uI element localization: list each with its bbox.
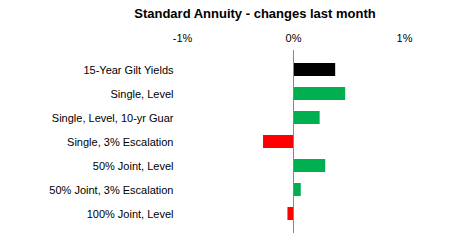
- svg-text:100% Joint, Level: 100% Joint, Level: [87, 208, 174, 220]
- svg-text:0%: 0%: [286, 32, 302, 44]
- svg-text:50% Joint, 3% Escalation: 50% Joint, 3% Escalation: [49, 184, 173, 196]
- svg-text:-1%: -1%: [173, 32, 193, 44]
- svg-text:1%: 1%: [397, 32, 413, 44]
- svg-text:15-Year Gilt Yields: 15-Year Gilt Yields: [83, 64, 174, 76]
- html-text:Standard Annuity - changes las: Standard Annuity - changes last month: [134, 6, 376, 21]
- svg-text:Single, Level, 10-yr Guar: Single, Level, 10-yr Guar: [52, 112, 174, 124]
- svg-text:50% Joint, Level: 50% Joint, Level: [93, 160, 174, 172]
- svg-text:Single, Level: Single, Level: [111, 88, 174, 100]
- svg-text:Single, 3% Escalation: Single, 3% Escalation: [67, 136, 173, 148]
